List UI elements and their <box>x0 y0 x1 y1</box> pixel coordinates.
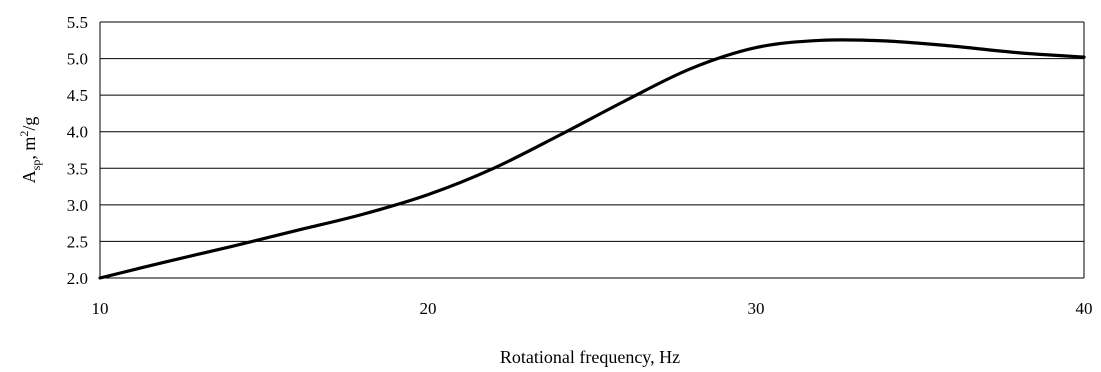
y-axis-title-superscript: 2 <box>17 131 31 137</box>
y-tick-label: 5.0 <box>67 50 88 69</box>
y-tick-label: 3.0 <box>67 196 88 215</box>
y-tick-label: 4.5 <box>67 86 88 105</box>
x-tick-label: 20 <box>420 299 437 318</box>
tick-labels: 2.0 2.5 3.0 3.5 4.0 4.5 5.0 5.5 10 20 30 40 <box>67 13 1093 318</box>
x-tick-label: 40 <box>1076 299 1093 318</box>
axes <box>99 22 1085 279</box>
x-tick-label: 30 <box>748 299 765 318</box>
y-tick-label: 5.5 <box>67 13 88 32</box>
y-axis-title-subscript: sp <box>29 160 43 171</box>
y-axis-title-tail: /g <box>19 117 39 131</box>
y-axis-title-unit: , m <box>19 137 39 160</box>
y-axis-title: Asp, m2/g <box>17 117 43 184</box>
y-tick-label: 2.5 <box>67 232 88 251</box>
x-tick-label: 10 <box>92 299 109 318</box>
gridlines <box>100 21 1084 242</box>
y-tick-label: 3.5 <box>67 159 88 178</box>
series-line <box>98 38 1086 280</box>
series-layer <box>98 38 1086 280</box>
y-tick-label: 4.0 <box>67 123 88 142</box>
y-axis-title-base: A <box>19 170 39 183</box>
x-axis-title: Rotational frequency, Hz <box>500 347 680 367</box>
y-tick-label: 2.0 <box>67 269 88 288</box>
